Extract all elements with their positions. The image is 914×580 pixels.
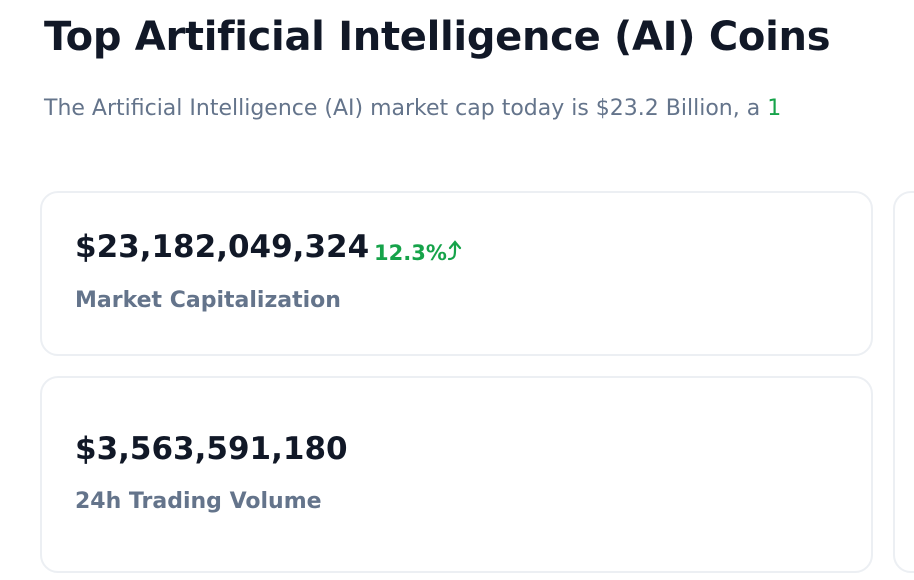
stat-value: $23,182,049,324 [75, 229, 370, 265]
up-arrow-icon [447, 240, 461, 261]
subtitle-change: 1 [767, 96, 782, 121]
stat-label: 24h Trading Volume [75, 489, 322, 514]
page-title: Top Artificial Intelligence (AI) Coins [44, 14, 831, 60]
stat-card: $23,182,049,324 12.3% Market Capitalizat… [40, 191, 873, 356]
change-text: 12.3% [374, 241, 447, 265]
stat-value: $3,563,591,180 [75, 431, 348, 467]
subtitle-text: The Artificial Intelligence (AI) market … [44, 96, 761, 121]
stat-card: $3,563,591,180 24h Trading Volume [40, 376, 873, 573]
side-card [893, 191, 914, 573]
stat-change: 12.3% [374, 239, 463, 265]
page-subtitle: The Artificial Intelligence (AI) market … [44, 96, 781, 121]
stat-label: Market Capitalization [75, 288, 341, 313]
